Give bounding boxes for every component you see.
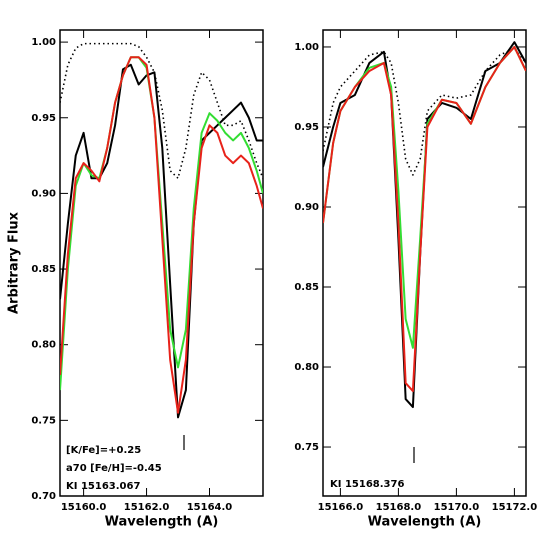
y-tick-label: 1.00 (294, 42, 319, 53)
y-axis-label: Arbitrary Flux (7, 211, 22, 314)
annotation: a70 [Fe/H]=-0.45 (66, 463, 162, 474)
spectrum-line (323, 45, 526, 349)
x-tick-label: 15170.0 (434, 502, 480, 513)
y-tick-label: 0.85 (31, 264, 56, 275)
y-tick-label: 0.75 (294, 442, 319, 453)
spectrum-line (60, 63, 263, 419)
spectrum-line (60, 56, 263, 414)
y-tick-label: 0.90 (294, 202, 319, 213)
y-tick-label: 0.75 (31, 415, 56, 426)
spectrum-line (60, 42, 263, 180)
annotation: [K/Fe]=+0.25 (66, 445, 141, 456)
y-tick-label: 0.80 (294, 362, 319, 373)
y-tick-label: 0.95 (31, 113, 56, 124)
x-tick-label: 15172.0 (492, 502, 538, 513)
x-tick-label: 15166.0 (318, 502, 364, 513)
y-tick-label: 0.95 (294, 122, 319, 133)
plot-frame (322, 29, 527, 497)
annotation: KI 15168.376 (330, 479, 404, 490)
x-tick-label: 15160.0 (61, 502, 107, 513)
y-tick-label: 0.90 (31, 188, 56, 199)
x-axis-label: Wavelength (A) (105, 515, 219, 530)
y-tick-label: 0.85 (294, 282, 319, 293)
spectrum-line (323, 45, 526, 393)
y-tick-label: 0.80 (31, 340, 56, 351)
spectrum-line (323, 47, 526, 176)
x-tick-label: 15168.0 (376, 502, 422, 513)
y-tick-label: 1.00 (31, 37, 56, 48)
x-tick-label: 15164.0 (187, 502, 233, 513)
spectrum-line (323, 41, 526, 409)
annotation: KI 15163.067 (66, 481, 140, 492)
x-axis-label: Wavelength (A) (368, 515, 482, 530)
y-tick-label: 0.70 (31, 491, 56, 502)
x-tick-label: 15162.0 (124, 502, 170, 513)
plot-frame (59, 29, 264, 497)
